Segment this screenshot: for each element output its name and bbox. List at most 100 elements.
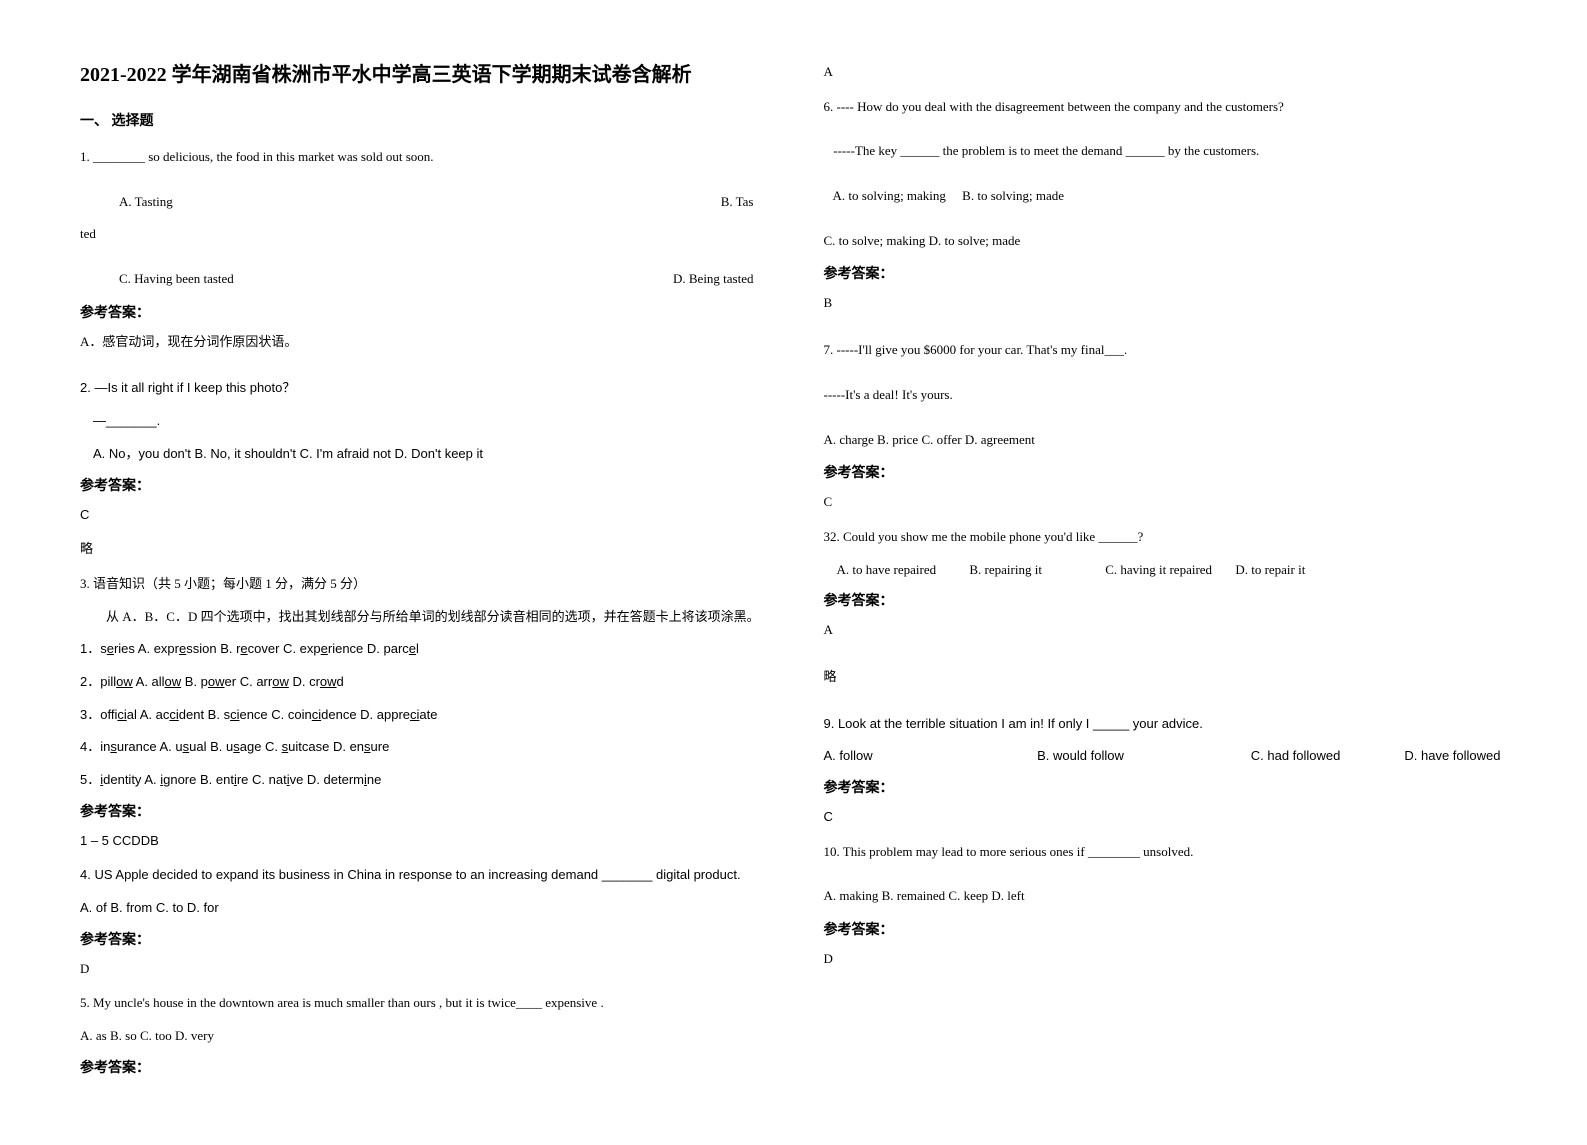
q9-ans-heading: 参考答案： (824, 777, 1508, 797)
q8-ans-heading: 参考答案： (824, 590, 1508, 610)
u: e (240, 641, 247, 656)
q9-opt-b: B. would follow (1037, 744, 1247, 769)
q7-stem2: -----It's a deal! It's yours. (824, 383, 1508, 408)
q3-line3: 3．official A. accident B. science C. coi… (80, 703, 764, 728)
q6-stem2: -----The key ______ the problem is to me… (824, 139, 1508, 164)
t: al A. ac (127, 707, 170, 722)
q1-opt-b-part1: B. Tas (721, 190, 764, 215)
t: 4．in (80, 739, 110, 754)
q9-stem: 9. Look at the terrible situation I am i… (824, 712, 1508, 737)
t: rience D. parc (328, 641, 409, 656)
left-column: 2021-2022 学年湖南省株洲市平水中学高三英语下学期期末试卷含解析 一、 … (80, 60, 764, 1085)
spacer (80, 255, 764, 267)
q1-opt-d: D. Being tasted (673, 267, 764, 292)
t: B. p (181, 674, 208, 689)
q3-ans: 1 – 5 CCDDB (80, 829, 764, 854)
q1-ans: A．感官动词，现在分词作原因状语。 (80, 330, 764, 355)
t: uitcase D. en (288, 739, 364, 754)
q2-ans-heading: 参考答案： (80, 475, 764, 495)
q8-ans1: A (824, 618, 1508, 643)
q2-stem2: —_______. (80, 409, 764, 434)
q5-stem: 5. My uncle's house in the downtown area… (80, 991, 764, 1016)
spacer (824, 700, 1508, 712)
spacer (824, 371, 1508, 383)
t: ate (419, 707, 437, 722)
t: 3．offi (80, 707, 117, 722)
q10-ans-heading: 参考答案： (824, 919, 1508, 939)
q3-line2: 2．pillow A. allow B. power C. arrow D. c… (80, 670, 764, 695)
u: ci (312, 707, 321, 722)
t: 1．s (80, 641, 107, 656)
q3-line4: 4．insurance A. usual B. usage C. suitcas… (80, 735, 764, 760)
t: dentity A. (103, 772, 160, 787)
spacer (824, 172, 1508, 184)
q9-opts: A. follow B. would follow C. had followe… (824, 744, 1508, 769)
u: ci (169, 707, 178, 722)
q4-ans-heading: 参考答案： (80, 929, 764, 949)
u: ow (116, 674, 133, 689)
t: 5． (80, 772, 100, 787)
u: ow (272, 674, 289, 689)
spacer (80, 364, 764, 376)
q5-ans-heading: 参考答案： (80, 1057, 764, 1077)
q1-opt-a: A. Tasting (80, 194, 173, 209)
t: ual B. u (189, 739, 233, 754)
q2-ans2: 略 (80, 537, 764, 562)
q2-stem1: 2. —Is it all right if I keep this photo… (80, 376, 764, 401)
q4-opts: A. of B. from C. to D. for (80, 896, 764, 921)
right-column: A 6. ---- How do you deal with the disag… (824, 60, 1508, 1085)
q8-stem: 32. Could you show me the mobile phone y… (824, 525, 1508, 550)
q10-ans: D (824, 947, 1508, 972)
u: ci (117, 707, 126, 722)
q7-stem1: 7. -----I'll give you $6000 for your car… (824, 338, 1508, 363)
q8-opt-c: C. having it repaired (1105, 558, 1212, 583)
q4-ans: D (80, 957, 764, 982)
spacer (824, 127, 1508, 139)
q6-opts-row1: A. to solving; making B. to solving; mad… (824, 184, 1508, 209)
q6-ans: B (824, 291, 1508, 316)
t: l (416, 641, 419, 656)
q10-opts: A. making B. remained C. keep D. left (824, 884, 1508, 909)
t: ne (367, 772, 381, 787)
q8-opts: A. to have repaired B. repairing it C. h… (824, 558, 1508, 583)
q1-options-row1: A. Tasting B. Tas (80, 190, 764, 215)
t: cover C. exp (248, 641, 321, 656)
t: dence D. appre (321, 707, 410, 722)
t: d (337, 674, 344, 689)
u: ow (320, 674, 337, 689)
q3-stem1: 3. 语音知识（共 5 小题；每小题 1 分，满分 5 分） (80, 572, 764, 597)
t: gnore B. ent (163, 772, 234, 787)
section-heading: 一、 选择题 (80, 110, 764, 130)
t: age C. (240, 739, 282, 754)
q9-ans: C (824, 805, 1508, 830)
t: 2．pill (80, 674, 116, 689)
q8-ans2: 略 (824, 665, 1508, 690)
t: ence C. coin (239, 707, 311, 722)
t: D. cr (289, 674, 320, 689)
t: ries A. expr (114, 641, 179, 656)
q1-ans-heading: 参考答案： (80, 302, 764, 322)
u: e (107, 641, 114, 656)
u: ci (410, 707, 419, 722)
q8-opt-d: D. to repair it (1235, 562, 1305, 577)
q6-stem1: 6. ---- How do you deal with the disagre… (824, 95, 1508, 120)
q3-ans-heading: 参考答案： (80, 801, 764, 821)
q8-opt-a: A. to have repaired (837, 558, 937, 583)
spacer (824, 872, 1508, 884)
q8-opt-b: B. repairing it (969, 558, 1042, 583)
q5-ans: A (824, 60, 1508, 85)
t: A. all (133, 674, 165, 689)
u: e (321, 641, 328, 656)
q3-line1: 1．series A. expression B. recover C. exp… (80, 637, 764, 662)
q3-line5: 5．identity A. ignore B. entire C. native… (80, 768, 764, 793)
t: ure (371, 739, 390, 754)
t: ssion B. r (186, 641, 240, 656)
spacer (824, 416, 1508, 428)
q9-opt-c: C. had followed (1251, 744, 1401, 769)
document-title: 2021-2022 学年湖南省株洲市平水中学高三英语下学期期末试卷含解析 (80, 60, 764, 90)
u: e (409, 641, 416, 656)
t: ve D. determ (290, 772, 364, 787)
t: er C. arr (225, 674, 273, 689)
u: ow (165, 674, 182, 689)
u: ow (208, 674, 225, 689)
